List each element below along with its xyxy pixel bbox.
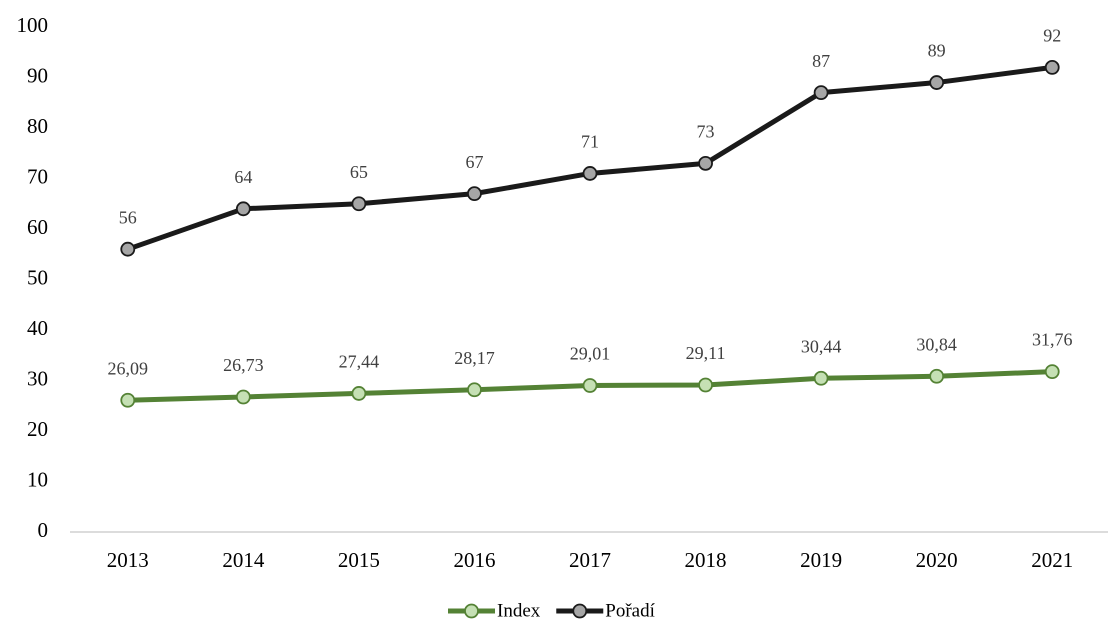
data-label: 73 — [697, 121, 715, 141]
marker — [120, 392, 136, 408]
data-label: 29,11 — [686, 343, 726, 363]
y-tick-label: 100 — [17, 13, 49, 37]
y-tick-label: 50 — [27, 265, 48, 289]
data-label: 92 — [1043, 26, 1061, 46]
data-label: 64 — [234, 167, 252, 187]
data-label: 26,73 — [223, 355, 264, 375]
marker — [1044, 364, 1060, 380]
marker — [698, 155, 713, 171]
x-tick-label: 2020 — [916, 548, 958, 572]
data-label: 65 — [350, 162, 368, 182]
data-label: 71 — [581, 132, 599, 152]
data-label: 87 — [812, 51, 830, 71]
y-tick-label: 70 — [27, 164, 48, 188]
marker — [582, 166, 598, 181]
marker — [813, 85, 829, 101]
x-tick-label: 2021 — [1031, 548, 1073, 572]
data-label: 28,17 — [454, 348, 495, 368]
legend-label: Index — [497, 600, 541, 621]
y-tick-label: 0 — [38, 518, 49, 542]
marker — [813, 370, 829, 386]
marker — [120, 241, 136, 257]
data-label: 67 — [465, 152, 483, 172]
marker — [467, 186, 482, 202]
marker — [351, 196, 367, 212]
marker — [698, 377, 713, 393]
legend-marker — [464, 603, 479, 619]
data-label: 89 — [928, 41, 946, 61]
legend-label: Pořadí — [605, 600, 655, 621]
data-label: 30,44 — [801, 336, 842, 356]
marker — [351, 386, 367, 401]
marker — [467, 382, 482, 398]
series-line — [126, 64, 1053, 252]
marker — [235, 201, 251, 217]
marker — [235, 389, 251, 405]
data-label: 27,44 — [339, 352, 380, 372]
data-label: 31,76 — [1032, 330, 1073, 350]
marker — [929, 368, 945, 384]
marker — [1044, 60, 1060, 75]
y-tick-label: 90 — [27, 63, 48, 87]
data-label: 29,01 — [570, 344, 611, 364]
y-tick-label: 80 — [27, 114, 48, 138]
data-label: 30,84 — [916, 334, 957, 354]
y-tick-label: 60 — [27, 215, 48, 239]
x-tick-label: 2015 — [338, 548, 380, 572]
x-tick-label: 2019 — [800, 548, 842, 572]
x-tick-label: 2013 — [107, 548, 149, 572]
y-tick-label: 30 — [27, 366, 48, 390]
marker — [929, 75, 945, 90]
y-tick-label: 40 — [27, 316, 48, 340]
x-tick-label: 2017 — [569, 548, 611, 572]
legend-marker — [572, 603, 588, 619]
x-tick-label: 2016 — [453, 548, 495, 572]
y-tick-label: 10 — [27, 467, 48, 491]
data-label: 56 — [119, 207, 137, 227]
x-tick-label: 2018 — [685, 548, 727, 572]
data-label: 26,09 — [108, 358, 149, 378]
y-tick-label: 20 — [27, 417, 48, 441]
marker — [582, 378, 598, 393]
x-tick-label: 2014 — [222, 548, 265, 572]
